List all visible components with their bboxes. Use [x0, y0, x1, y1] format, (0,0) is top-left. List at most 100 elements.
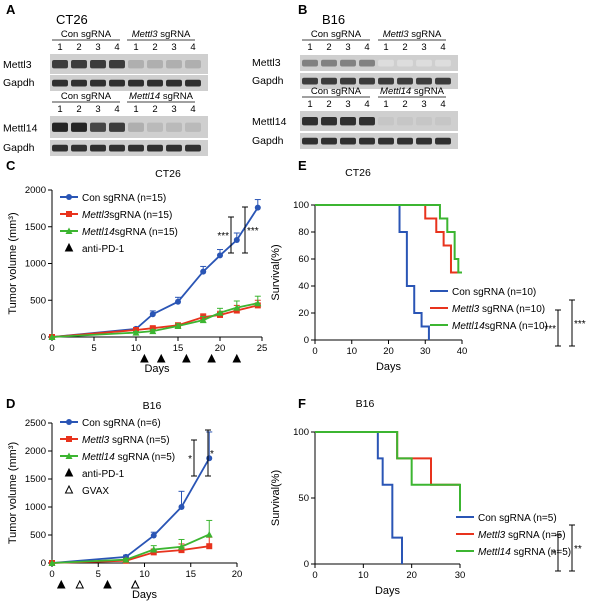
y-tick-label: 2000 [25, 446, 46, 457]
A-lane-number: 4 [114, 42, 119, 53]
legend-label-italic: Mettl3 [452, 304, 480, 315]
data-point [233, 236, 240, 243]
chart-title: CT26 [155, 168, 181, 180]
B-group-header-suffix: sgRNA [411, 86, 444, 97]
data-point [178, 543, 185, 550]
legend-label-italic: Mettl14 [478, 547, 511, 558]
chart-e: E CT26 0 10 20 30 40 0 20 40 60 80 100 Days Survival(%… [270, 158, 586, 373]
x-axis-label: Days [132, 589, 158, 601]
B-blot-band [359, 77, 375, 85]
x-tick-label: 15 [173, 343, 184, 354]
legend-label: Mettl14sgRNA (n=15) [82, 227, 178, 238]
B-blot-band [340, 77, 356, 85]
survival-line [315, 204, 430, 340]
B-lane-number: 1 [383, 42, 388, 53]
y-tick-label: 80 [298, 227, 309, 238]
panel-b-cell-line: B16 [322, 12, 345, 27]
western-blots: Con sgRNA Mettl3 sgRNA 1 2 3 4 1 2 3 4 Mettl3 Gapdh… [3, 29, 458, 156]
A-lane-number: 4 [190, 42, 195, 53]
legend-treatment-marker [64, 484, 74, 494]
series-line [51, 302, 258, 338]
treatment-triangle [207, 353, 216, 363]
legend-label: Mettl3 sgRNA (n=10) [452, 304, 545, 315]
A-group-header-italic: Mettl14 [129, 91, 160, 102]
A-lane-number: 1 [133, 42, 138, 53]
legend-label: Mettl14 sgRNA (n=5) [82, 452, 175, 463]
A-blot-label: Gapdh [3, 77, 35, 89]
y-axis-label: Tumor volume (mm³) [7, 442, 19, 544]
data-point [217, 252, 223, 259]
A-blot-label: Mettl14 [3, 122, 38, 134]
A-blot-band [109, 79, 125, 87]
treatment-triangle [103, 579, 112, 589]
legend-label-italic: Mettl14 [452, 321, 485, 332]
y-tick-label: 60 [298, 254, 309, 265]
B-lane-number: 4 [364, 99, 369, 110]
B-lane-number: 1 [383, 99, 388, 110]
B-blot-band [359, 137, 375, 145]
y-axis-label: Tumor volume (mm³) [7, 212, 19, 314]
A-blot-band [185, 144, 201, 152]
x-tick-label: 0 [49, 343, 54, 354]
treatment-triangle [232, 353, 242, 363]
legend-label-italic: Mettl14 [82, 452, 115, 463]
A-blot-label: Mettl3 [3, 59, 32, 71]
legend-label-italic: Mettl3 [478, 530, 506, 541]
y-axis-label: Survival(%) [270, 470, 282, 526]
A-lane-number: 3 [171, 104, 176, 115]
x-tick-label: 30 [420, 346, 431, 357]
significance-label: *** [247, 226, 259, 237]
B-lane-number: 2 [402, 42, 407, 53]
legend-label-suffix: sgRNA (n=5) [109, 435, 169, 446]
x-axis-label: Days [376, 361, 402, 373]
y-tick-label: 1500 [25, 222, 46, 233]
data-point [233, 304, 241, 311]
y-tick-label: 20 [298, 308, 309, 319]
A-lane-number: 2 [76, 104, 81, 115]
B-blot-band [397, 59, 413, 67]
B-lane-number: 3 [421, 99, 426, 110]
significance-label: ** [574, 544, 582, 555]
x-tick-label: 20 [215, 343, 226, 354]
legend-label: Con sgRNA (n=10) [452, 287, 536, 298]
y-tick-label: 40 [298, 281, 309, 292]
survival-line [315, 204, 462, 274]
B-blot-band [340, 117, 356, 126]
A-blot-band [128, 144, 144, 152]
B-blot-band [378, 117, 394, 126]
A-group-header-suffix: sgRNA [160, 91, 193, 102]
legend-marker [65, 452, 73, 459]
A-lane-number: 3 [95, 42, 100, 53]
A-blot-band [128, 79, 144, 87]
A-blot-band [128, 122, 144, 132]
legend-label-italic: Mettl3 [82, 210, 110, 221]
legend: Con sgRNA (n=10)Mettl3 sgRNA (n=10)Mettl… [430, 287, 548, 332]
data-point [132, 329, 140, 336]
B-blot-band [416, 77, 432, 85]
B-blot-band [397, 117, 413, 126]
data-point [48, 559, 56, 566]
legend-treatment-marker [64, 467, 74, 477]
legend-label-suffix: sgRNA (n=10) [485, 321, 548, 332]
legend-marker [66, 419, 72, 425]
data-point [149, 311, 156, 318]
B-blot-band [340, 59, 356, 67]
y-tick-label: 0 [304, 335, 309, 346]
B-blot-band [416, 59, 432, 67]
panel-letter: E [298, 158, 307, 173]
x-tick-label: 10 [139, 569, 150, 580]
x-tick-label: 25 [257, 343, 268, 354]
treatment-triangle [156, 353, 166, 363]
B-lane-number: 3 [421, 42, 426, 53]
legend-marker [66, 211, 72, 217]
B-blot-band [359, 59, 375, 67]
A-blot-band [109, 122, 125, 132]
chart-title: B16 [143, 400, 162, 412]
legend-label-suffix: sgRNA (n=5) [115, 452, 175, 463]
B-blot-band [435, 137, 451, 145]
A-blot-band [166, 144, 182, 152]
data-point [150, 532, 157, 539]
A-blot-band [166, 122, 182, 132]
A-blot-band [147, 79, 163, 87]
